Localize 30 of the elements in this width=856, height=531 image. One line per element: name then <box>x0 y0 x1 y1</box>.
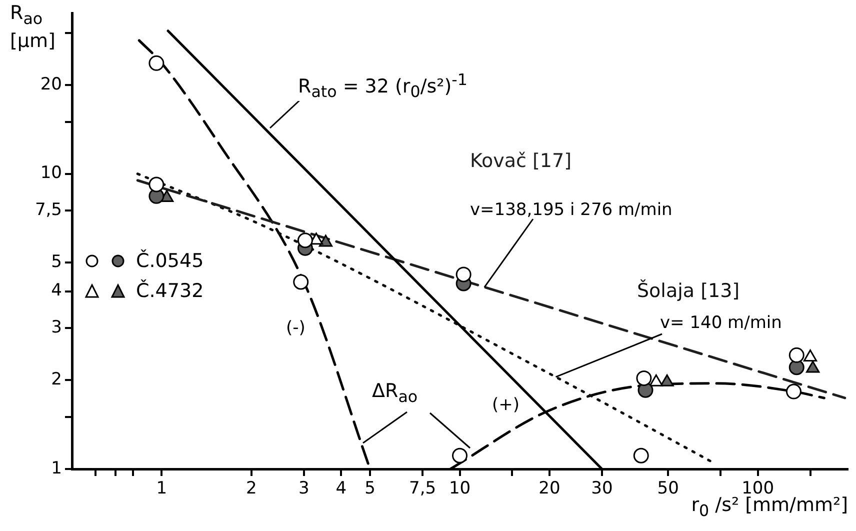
y-tick-label: 1 <box>51 458 62 478</box>
text: Kovač [17] <box>470 150 572 172</box>
x-tick-label: 1 <box>156 478 168 499</box>
x-tick-label: 50 <box>657 478 679 499</box>
legend-label: Č.4732 <box>136 280 204 302</box>
legend-label: Č.0545 <box>136 250 204 272</box>
annotation: (-) <box>286 318 306 338</box>
x-tick-label: 5 <box>364 478 376 499</box>
y-tick-label: 3 <box>51 318 62 338</box>
x-tick-label: 20 <box>538 478 560 499</box>
series-label: ΔR$_{ao}$ <box>372 380 418 406</box>
x-tick-label: 7,5 <box>408 478 436 499</box>
y-tick-label: 4 <box>51 280 62 301</box>
x-axis-title: r$_{0}$ /s² [mm/mm²] <box>691 494 848 520</box>
annotation: (+) <box>492 395 520 415</box>
y-tick-label: 5 <box>51 252 62 272</box>
y-axis-title: R$_{ao}$ [μm] <box>10 2 56 52</box>
y-tick-label: 10 <box>40 163 62 184</box>
y-tick-label: 20 <box>40 74 62 94</box>
annotation: v=138,195 i 276 m/min <box>470 200 672 220</box>
text: R$_{ato}$ = 32 (r$_{0}$/s²)$^{-1}$ <box>298 70 468 102</box>
x-tick-label: 30 <box>591 478 613 499</box>
x-tick-label: 3 <box>298 478 310 499</box>
y-tick-label: 2 <box>51 370 62 390</box>
x-tick-label: 4 <box>336 478 347 499</box>
y-tick-label: 7,5 <box>34 200 62 220</box>
x-tick-label: 2 <box>246 478 257 499</box>
text: Šolaja [13] <box>637 280 740 302</box>
x-tick-label: 10 <box>448 478 471 499</box>
annotation: v= 140 m/min <box>660 313 782 333</box>
